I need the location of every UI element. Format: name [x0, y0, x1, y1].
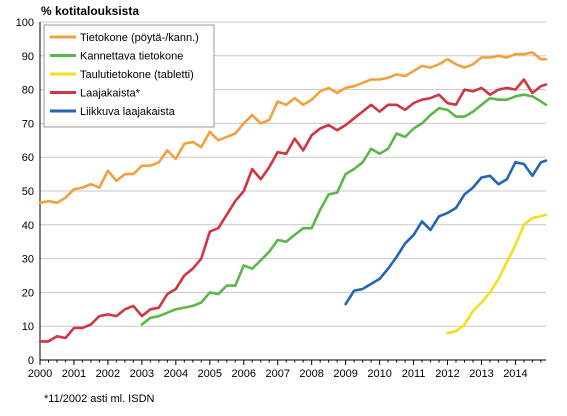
x-tick-label: 2013 — [469, 368, 493, 380]
y-tick-label: 100 — [16, 17, 34, 29]
x-axis-ticks: 2000 2001 2002 2003 2004 2005 2006 2007 2008 2009… — [28, 360, 542, 380]
legend-label-0: Tietokone (pöytä-/kann.) — [80, 32, 199, 44]
series-line-1 — [140, 93, 548, 326]
y-axis-ticks: 0 10 20 30 40 50 60 70 80 90 100 — [16, 17, 34, 367]
legend-label-2: Taulutietokone (tabletti) — [80, 69, 194, 81]
series-line-2 — [446, 213, 548, 335]
x-tick-label: 2002 — [96, 368, 120, 380]
legend-label-1: Kannettava tietokone — [80, 51, 183, 63]
y-tick-label: 50 — [22, 186, 34, 198]
y-tick-label: 40 — [22, 220, 34, 232]
x-tick-label: 2007 — [265, 368, 289, 380]
series-line-4 — [344, 159, 548, 306]
x-tick-label: 2012 — [435, 368, 459, 380]
legend-label-3: Laajakaista* — [80, 88, 141, 100]
x-tick-label: 2014 — [503, 368, 527, 380]
x-tick-label: 2009 — [333, 368, 357, 380]
series-lines — [38, 51, 548, 343]
y-tick-label: 10 — [22, 321, 34, 333]
y-tick-label: 90 — [22, 51, 34, 63]
x-tick-label: 2008 — [299, 368, 323, 380]
y-axis-unit-label: % kotitalouksista — [41, 4, 139, 18]
series-line-0 — [38, 51, 548, 205]
legend-label-4: Liikkuva laajakaista — [80, 106, 176, 118]
y-tick-label: 30 — [22, 254, 34, 266]
x-tick-label: 2005 — [198, 368, 222, 380]
x-tick-label: 2000 — [28, 368, 52, 380]
legend: Tietokone (pöytä-/kann.) Kannettava tieto… — [43, 24, 215, 128]
footnote: *11/2002 asti ml. ISDN — [44, 393, 155, 405]
x-tick-label: 2003 — [130, 368, 154, 380]
axes — [39, 22, 546, 361]
y-tick-label: 60 — [22, 152, 34, 164]
x-tick-label: 2011 — [402, 368, 426, 380]
x-tick-label: 2010 — [367, 368, 391, 380]
x-tick-label: 2004 — [164, 368, 188, 380]
x-tick-label: 2006 — [232, 368, 256, 380]
y-tick-label: 80 — [22, 85, 34, 97]
y-tick-label: 20 — [22, 287, 34, 299]
x-tick-label: 2001 — [62, 368, 86, 380]
y-tick-label: 0 — [28, 355, 34, 367]
series-line-3 — [38, 78, 548, 343]
y-tick-label: 70 — [22, 118, 34, 130]
